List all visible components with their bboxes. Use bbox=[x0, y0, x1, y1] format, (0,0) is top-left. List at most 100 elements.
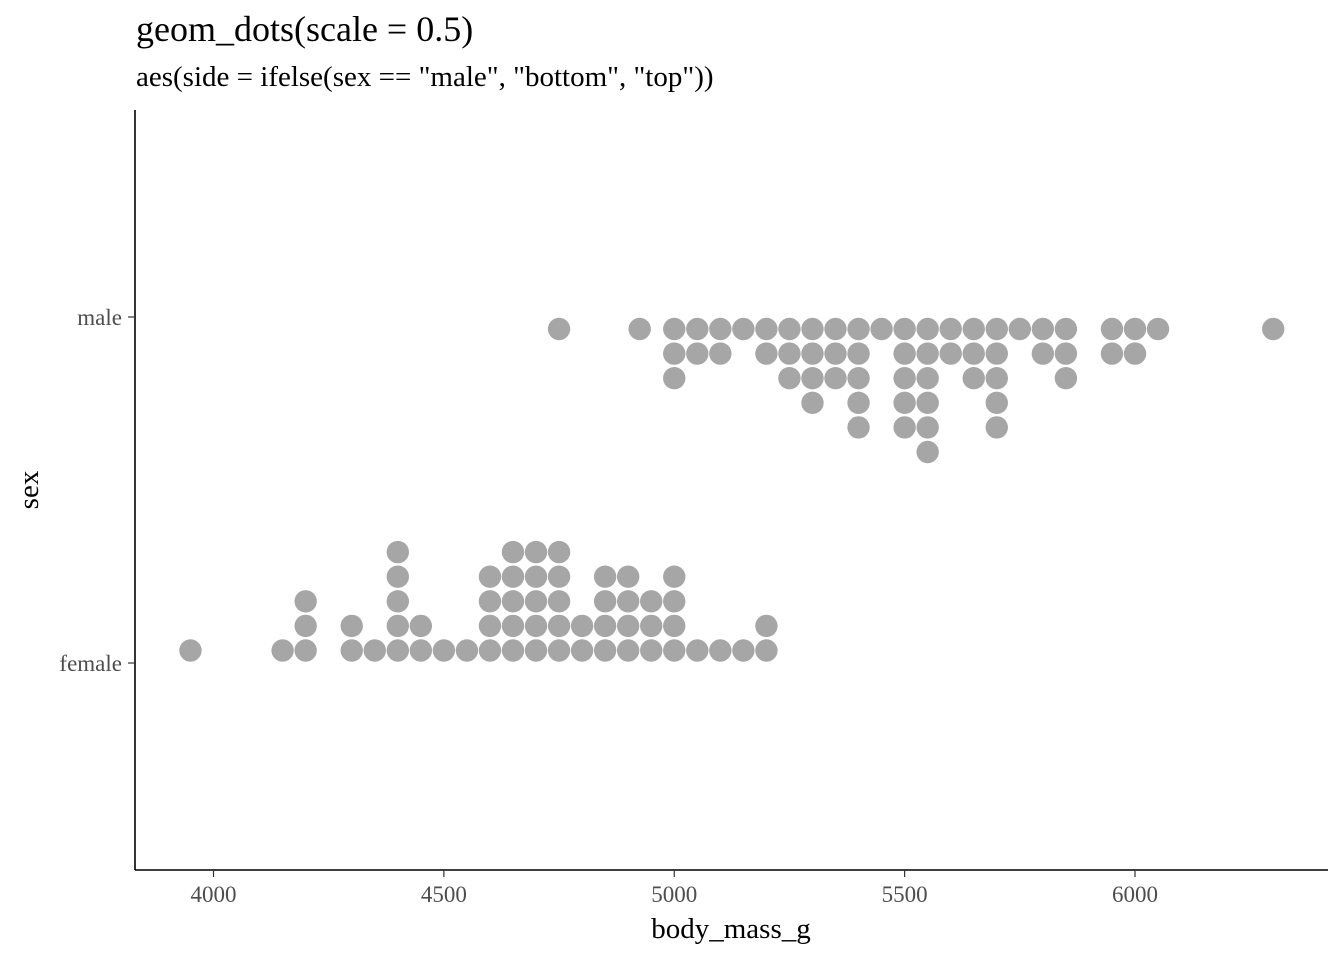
dot-male-5300-3 bbox=[801, 367, 824, 390]
dot-female-4850-4 bbox=[593, 565, 617, 588]
dot-male-4925-1 bbox=[628, 317, 651, 341]
dot-male-5850-1 bbox=[1054, 317, 1078, 341]
x-tick-label-5000: 5000 bbox=[651, 882, 697, 907]
x-tick-label-4500: 4500 bbox=[421, 882, 467, 907]
dot-female-4900-3 bbox=[616, 590, 640, 613]
dot-male-5550-1 bbox=[916, 317, 939, 341]
dot-female-5150-1 bbox=[732, 639, 755, 662]
dot-male-5700-2 bbox=[985, 342, 1008, 365]
dot-female-4700-1 bbox=[524, 639, 548, 662]
dot-female-5000-4 bbox=[663, 565, 686, 588]
dot-female-4450-1 bbox=[409, 639, 433, 662]
dot-female-4550-1 bbox=[455, 639, 479, 662]
dot-female-4600-2 bbox=[478, 614, 502, 638]
dot-female-4900-1 bbox=[616, 639, 640, 662]
dot-female-4400-5 bbox=[386, 540, 409, 564]
dot-female-3950-1 bbox=[179, 639, 202, 662]
dot-male-5500-3 bbox=[893, 367, 916, 390]
dot-male-5700-4 bbox=[985, 391, 1008, 414]
dot-female-4950-3 bbox=[640, 590, 663, 613]
dot-male-5500-1 bbox=[893, 317, 916, 341]
dot-male-5950-2 bbox=[1100, 342, 1124, 365]
dot-male-5550-4 bbox=[916, 391, 939, 414]
dot-male-5000-1 bbox=[663, 317, 686, 341]
dot-male-5550-5 bbox=[916, 416, 939, 439]
dot-female-4850-3 bbox=[593, 590, 617, 613]
y-axis: female male bbox=[59, 110, 136, 870]
x-tick-label-5500: 5500 bbox=[882, 882, 928, 907]
series-female bbox=[179, 540, 778, 662]
dot-female-5050-1 bbox=[686, 639, 709, 662]
dot-male-6050-1 bbox=[1146, 317, 1170, 341]
dot-male-5050-1 bbox=[686, 317, 709, 341]
dot-female-4600-3 bbox=[478, 590, 502, 613]
dot-female-4950-2 bbox=[640, 614, 663, 638]
dot-male-5200-2 bbox=[755, 342, 778, 365]
dot-female-5000-2 bbox=[663, 614, 686, 638]
dot-female-4900-2 bbox=[616, 614, 640, 638]
dot-female-4400-4 bbox=[386, 565, 409, 588]
dot-male-5400-3 bbox=[847, 367, 870, 390]
dot-male-5400-2 bbox=[847, 342, 870, 365]
dot-male-5350-3 bbox=[824, 367, 847, 390]
dot-male-5650-1 bbox=[962, 317, 985, 341]
y-tick-label-male: male bbox=[77, 305, 122, 330]
dot-male-5550-2 bbox=[916, 342, 939, 365]
dot-male-5100-2 bbox=[709, 342, 732, 365]
dot-female-4150-1 bbox=[271, 639, 294, 662]
dot-male-6300-1 bbox=[1262, 317, 1285, 341]
y-axis-title: sex bbox=[13, 470, 45, 509]
dot-female-4650-3 bbox=[501, 590, 525, 613]
dot-female-4600-4 bbox=[478, 565, 502, 588]
dot-female-4200-2 bbox=[294, 614, 317, 638]
x-tick-label-4000: 4000 bbox=[191, 882, 237, 907]
dot-male-6000-1 bbox=[1123, 317, 1147, 341]
dot-female-5000-1 bbox=[663, 639, 686, 662]
dot-female-4300-1 bbox=[340, 639, 363, 662]
x-axis-title: body_mass_g bbox=[651, 913, 811, 945]
dot-male-5600-1 bbox=[939, 317, 962, 341]
dot-male-5650-3 bbox=[962, 367, 985, 390]
dot-male-5700-1 bbox=[985, 317, 1008, 341]
dot-male-5550-3 bbox=[916, 367, 939, 390]
dot-female-4750-3 bbox=[547, 590, 571, 613]
dot-male-5700-5 bbox=[985, 416, 1008, 439]
dot-female-4350-1 bbox=[363, 639, 386, 662]
dot-female-4750-1 bbox=[547, 639, 571, 662]
dot-female-4650-2 bbox=[501, 614, 525, 638]
dot-male-5250-2 bbox=[778, 342, 801, 365]
dot-male-5950-1 bbox=[1100, 317, 1124, 341]
dot-male-5500-4 bbox=[893, 391, 916, 414]
dot-male-5200-1 bbox=[755, 317, 778, 341]
dot-female-4950-1 bbox=[640, 639, 663, 662]
dot-female-4450-2 bbox=[409, 614, 433, 638]
dot-female-5200-2 bbox=[755, 614, 778, 638]
dot-male-5550-6 bbox=[916, 440, 939, 464]
dot-female-4750-5 bbox=[547, 540, 571, 564]
dot-male-5850-2 bbox=[1054, 342, 1078, 365]
chart-title: geom_dots(scale = 0.5) bbox=[136, 9, 473, 49]
dot-male-5250-1 bbox=[778, 317, 801, 341]
dot-female-4400-2 bbox=[386, 614, 409, 638]
dot-female-4600-1 bbox=[478, 639, 502, 662]
dot-male-4750-1 bbox=[547, 317, 571, 341]
dot-male-6000-2 bbox=[1123, 342, 1147, 365]
dot-male-5800-1 bbox=[1031, 317, 1055, 341]
dot-female-4750-4 bbox=[547, 565, 571, 588]
dot-male-5000-3 bbox=[663, 367, 686, 390]
dot-male-5800-2 bbox=[1031, 342, 1055, 365]
dot-female-5200-1 bbox=[755, 639, 778, 662]
dot-male-5000-2 bbox=[663, 342, 686, 365]
dot-female-4700-2 bbox=[524, 614, 548, 638]
dot-female-4650-1 bbox=[501, 639, 525, 662]
dot-male-5400-5 bbox=[847, 416, 870, 439]
dot-female-4850-1 bbox=[593, 639, 617, 662]
dot-female-5000-3 bbox=[663, 590, 686, 613]
dot-female-4750-2 bbox=[547, 614, 571, 638]
dot-male-5750-1 bbox=[1008, 317, 1032, 341]
dot-male-5300-1 bbox=[801, 317, 824, 341]
dot-male-5300-4 bbox=[801, 391, 824, 414]
dot-female-4700-4 bbox=[524, 565, 548, 588]
y-tick-label-female: female bbox=[59, 651, 122, 676]
dot-male-5300-2 bbox=[801, 342, 824, 365]
